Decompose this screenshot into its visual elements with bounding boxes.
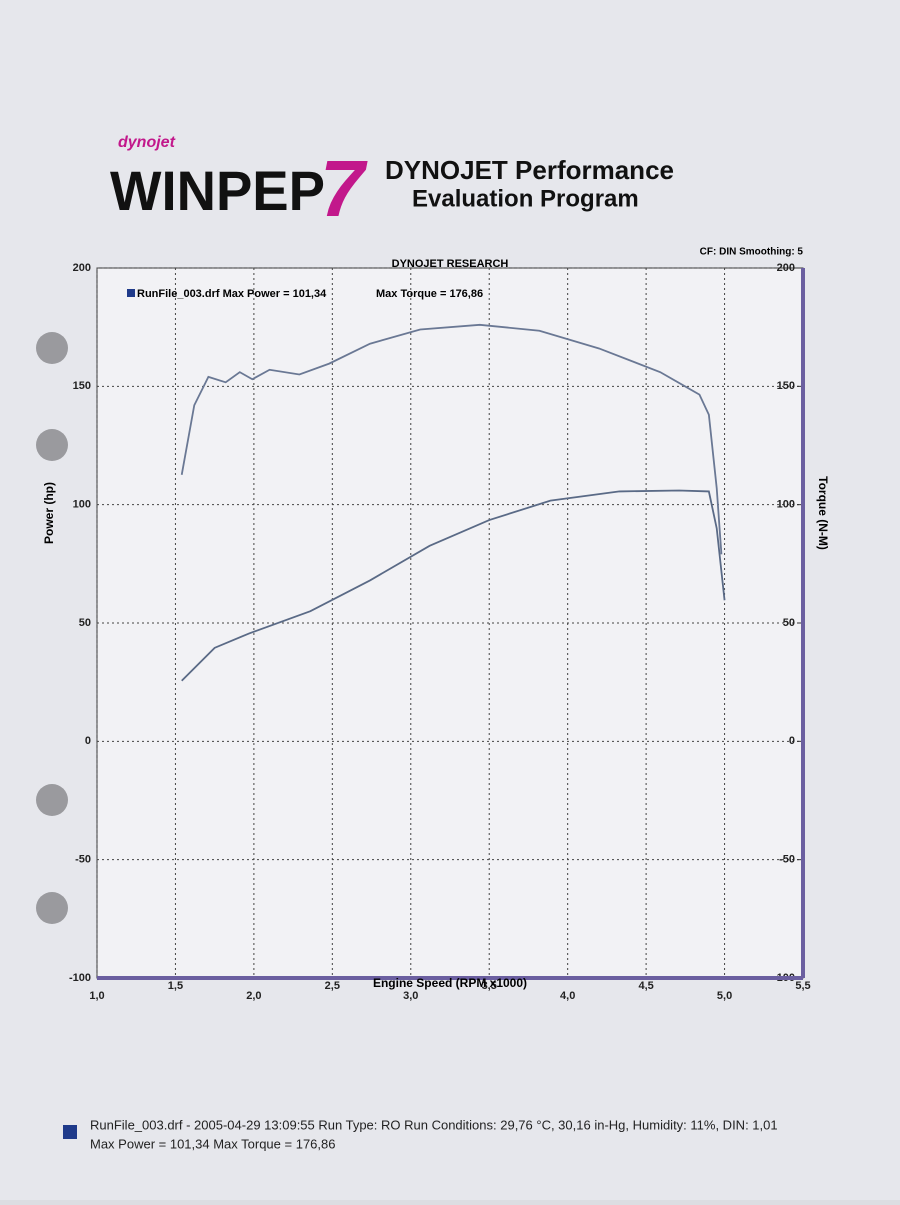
punch-hole [36,784,68,816]
series-line [181,489,726,682]
chart-settings: CF: DIN Smoothing: 5 [700,247,804,258]
x-tick-label: 1,0 [89,990,104,1002]
x-tick-label: 3,5 [482,980,497,992]
y-axis-label: Power (hp) [42,482,56,544]
punch-hole [36,429,68,461]
y-tick-label: -50 [75,854,91,866]
chart-title: DYNOJET RESEARCH [392,258,509,270]
y2-tick-label: 0 [789,735,795,747]
y2-tick-label: -50 [779,854,795,866]
x-tick-label: 3,0 [403,990,418,1002]
footer-line: Max Power = 101,34 Max Torque = 176,86 [90,1136,335,1151]
x-tick-label: 4,0 [560,990,575,1002]
legend: RunFile_003.drf Max Power = 101,34 [137,288,327,300]
header-title: DYNOJET Performance [385,155,674,185]
logo-small: dynojet [118,134,176,151]
y-tick-label: -100 [69,972,91,984]
x-tick-label: 4,5 [638,980,653,992]
y-tick-label: 100 [73,499,91,511]
punch-hole [36,892,68,924]
legend-swatch [127,289,135,297]
y-tick-label: 50 [79,617,91,629]
footer-line: RunFile_003.drf - 2005-04-29 13:09:55 Ru… [90,1117,778,1132]
header-subtitle: Evaluation Program [412,185,639,212]
x-tick-label: 1,5 [168,980,183,992]
x-tick-label: 5,5 [795,980,810,992]
x-tick-label: 5,0 [717,990,732,1002]
y2-tick-label: 100 [777,499,795,511]
footer-swatch [63,1125,77,1139]
x-tick-label: 2,5 [325,980,340,992]
x-axis-label: Engine Speed (RPM x1000) [373,976,527,990]
y-tick-label: 150 [73,380,91,392]
y-tick-label: 0 [85,735,91,747]
series-line [180,323,723,555]
y2-tick-label: 50 [783,617,795,629]
y2-tick-label: 200 [777,262,795,274]
logo-number: 7 [320,144,368,233]
y2-axis-label: Torque (N-M) [816,476,830,550]
y-tick-label: 200 [73,262,91,274]
annotation: Max Torque = 176,86 [376,288,483,300]
punch-hole [36,332,68,364]
x-tick-label: 2,0 [246,990,261,1002]
logo: WINPEP [110,159,325,222]
y2-tick-label: 150 [777,380,795,392]
